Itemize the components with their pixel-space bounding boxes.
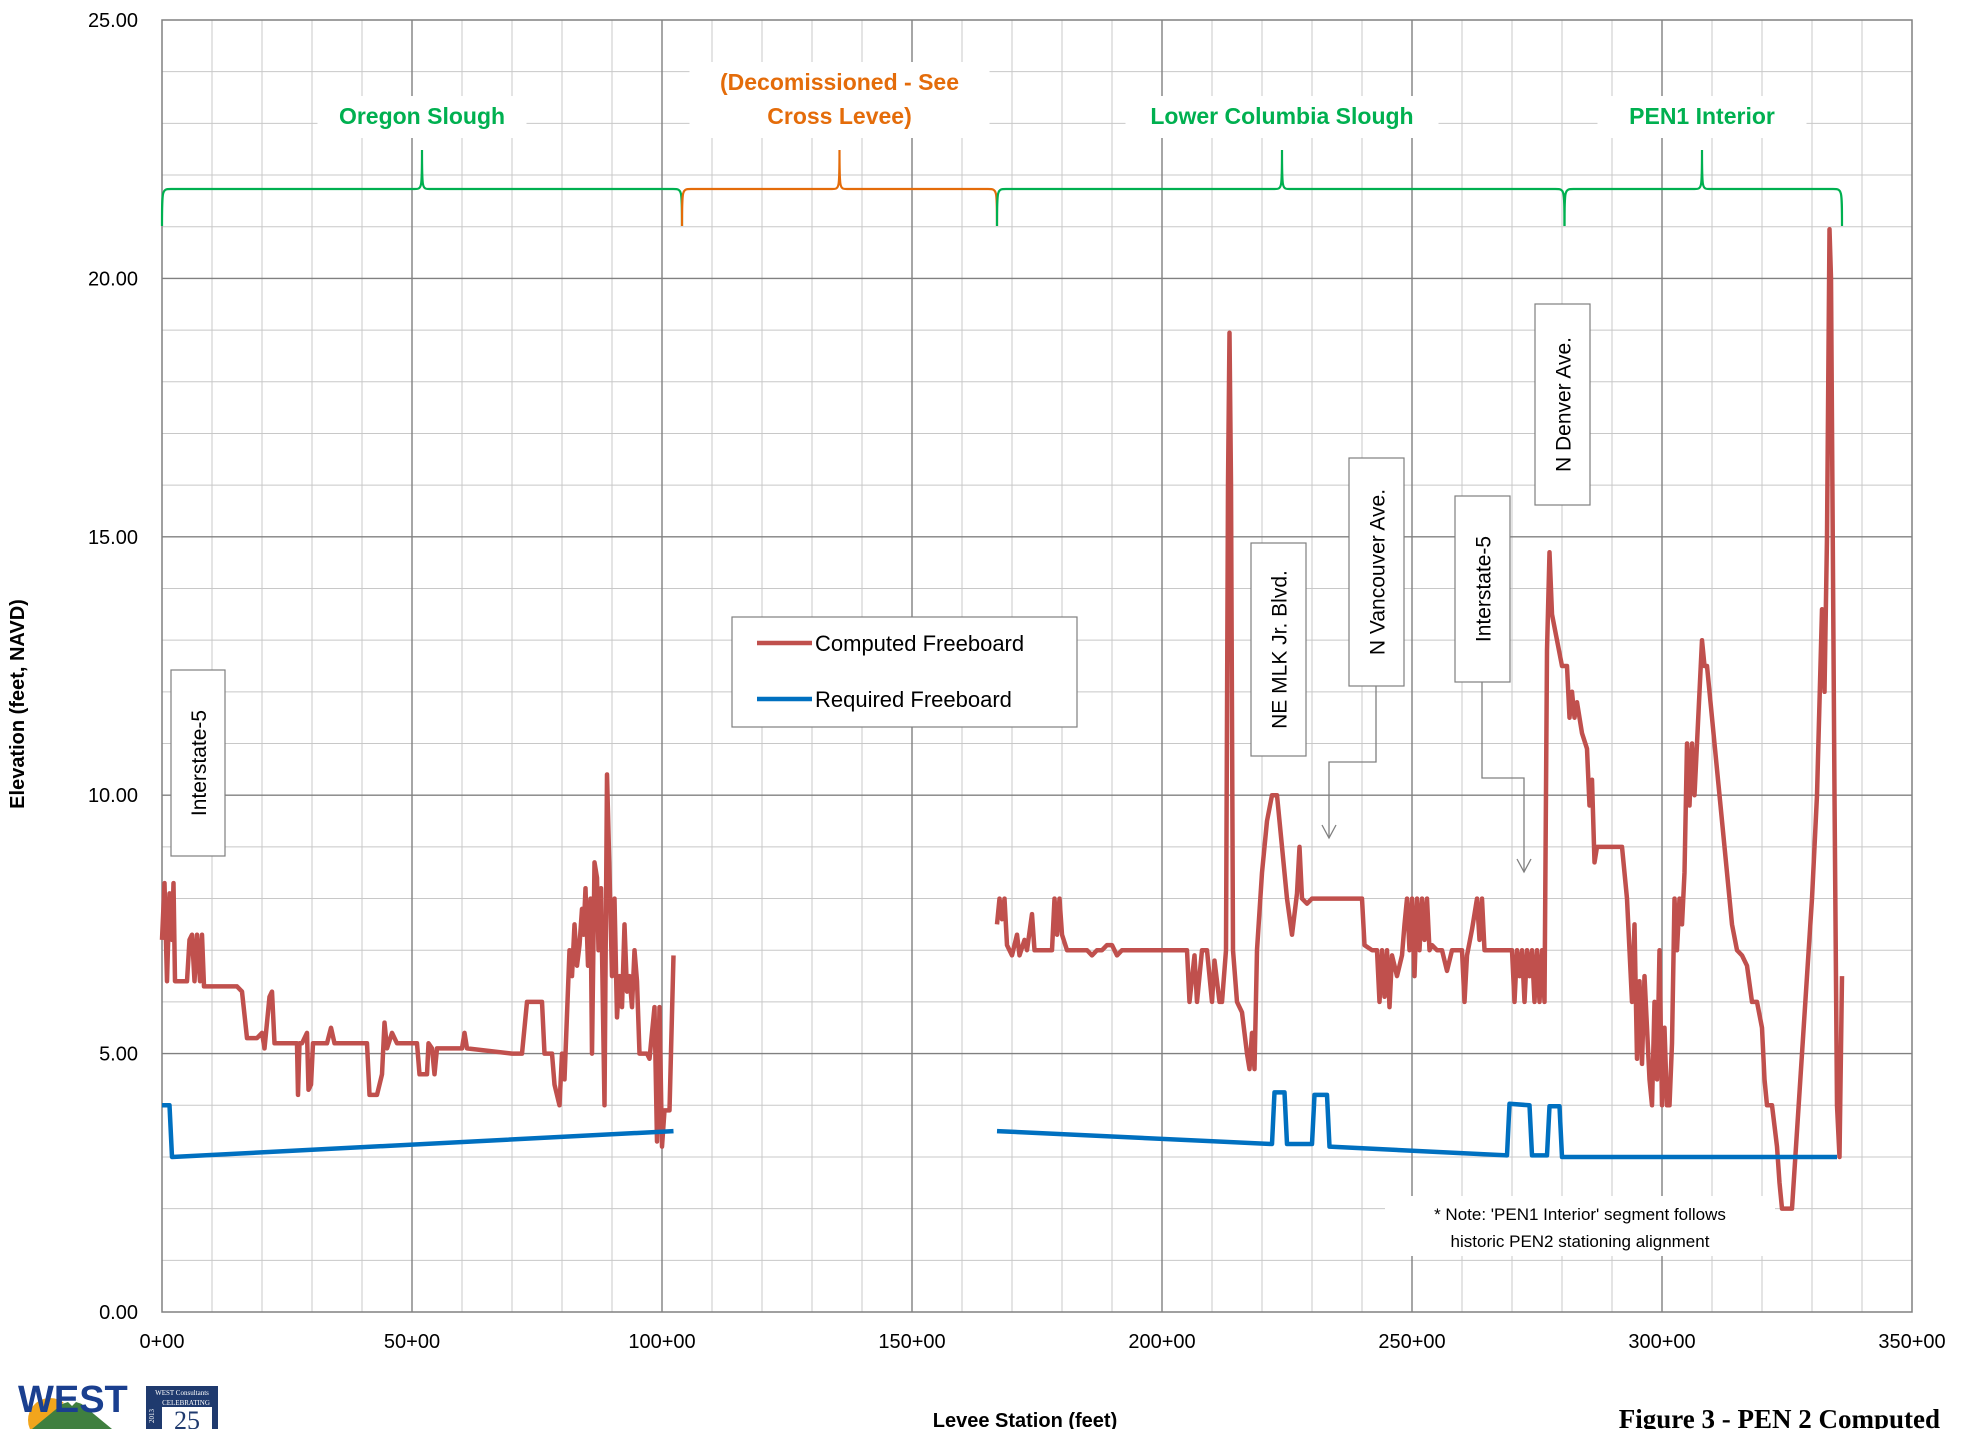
y-tick-label: 20.00 [88, 268, 138, 290]
logo-badge-panel [162, 1407, 212, 1429]
note-line-1: * Note: 'PEN1 Interior' segment follows [1434, 1205, 1726, 1224]
callout-label-vanc: N Vancouver Ave. [1367, 489, 1390, 655]
x-tick-label: 300+00 [1628, 1331, 1695, 1353]
segment-label-bg-oregon [317, 96, 527, 138]
callouts: Interstate-5 NE MLK Jr. Blvd. N Vancouver … [170, 303, 1591, 874]
logo-badge-celebrating: CELEBRATING [162, 1399, 210, 1407]
series-lines [159, 227, 1845, 1211]
callout-box-vanc [1348, 457, 1405, 687]
x-tick-label: 150+00 [878, 1331, 945, 1353]
callout-label-i5a: Interstate-5 [188, 710, 211, 816]
note-line-2: historic PEN2 stationing alignment [1451, 1232, 1710, 1251]
legend-box [731, 616, 1078, 728]
callout-box-i5a [170, 669, 226, 857]
segment-label-oregon: Oregon Slough [339, 103, 505, 129]
note: * Note: 'PEN1 Interior' segment follows … [1385, 1196, 1775, 1256]
y-tick-label: 25.00 [88, 10, 138, 32]
computed-freeboard-line-1 [994, 227, 1845, 1211]
logo-snowcap-icon [62, 1396, 82, 1406]
callout-arrowhead-vanc [1321, 824, 1337, 840]
callout-label-mlk: NE MLK Jr. Blvd. [1269, 570, 1292, 729]
segment-label-decom: Cross Levee) [767, 103, 911, 129]
callout-label-denver: N Denver Ave. [1553, 337, 1576, 472]
x-tick-label: 250+00 [1378, 1331, 1445, 1353]
segment-label-lower: Lower Columbia Slough [1150, 103, 1413, 129]
segment-braces [160, 149, 1844, 227]
segment-label-bg-decom [689, 62, 990, 138]
logo-mountain-icon [32, 1396, 112, 1429]
logo-badge-company: WEST Consultants [155, 1389, 209, 1397]
x-axis-label: Levee Station (feet) [933, 1410, 1117, 1429]
x-tick-label: 0+00 [139, 1331, 184, 1353]
x-tick-label: 50+00 [384, 1331, 440, 1353]
callout-box-i5b [1454, 495, 1511, 683]
legend-label-required: Required Freeboard [815, 687, 1012, 712]
logo: WEST WEST Consultants CELEBRATING 25 201… [18, 1379, 218, 1429]
y-axis-tick-labels: 0.00 5.00 10.00 15.00 20.00 25.00 [88, 10, 138, 1324]
callout-arrowhead-i5b [1516, 858, 1532, 874]
plot-area-border [161, 19, 1913, 1313]
x-tick-label: 100+00 [628, 1331, 695, 1353]
callout-leader-i5b [1481, 682, 1525, 872]
callout-box-mlk [1250, 542, 1307, 757]
segment-label-bg-lower [1125, 96, 1439, 138]
logo-badge-number: 25 [174, 1406, 200, 1429]
brace-oregon [160, 149, 684, 227]
y-tick-label: 0.00 [99, 1302, 138, 1324]
logo-wordmark: WEST [18, 1379, 128, 1421]
y-tick-label: 5.00 [99, 1044, 138, 1066]
callout-leader-vanc [1328, 686, 1377, 838]
x-tick-label: 200+00 [1128, 1331, 1195, 1353]
y-tick-label: 15.00 [88, 527, 138, 549]
segment-label-decom: (Decomissioned - See [720, 69, 959, 95]
computed-freeboard-line-0 [159, 772, 676, 1149]
segment-label-bg-pen1 [1597, 96, 1807, 138]
segment-labels: Oregon Slough (Decomissioned - See Cross L… [317, 62, 1807, 138]
y-tick-label: 10.00 [88, 785, 138, 807]
x-axis-tick-labels: 0+00 50+00 100+00 150+00 200+00 250+00 300+00 3… [139, 1331, 1945, 1353]
brace-decom [680, 149, 999, 227]
required-freeboard-line-1 [996, 1090, 1837, 1160]
required-freeboard-line-0 [162, 1103, 674, 1160]
x-tick-label: 350+00 [1878, 1331, 1945, 1353]
callout-box-denver [1534, 303, 1591, 506]
y-axis-label: Elevation (feet, NAVD) [7, 599, 29, 809]
callout-label-i5b: Interstate-5 [1473, 536, 1496, 642]
figure-title: Figure 3 - PEN 2 Computed [1619, 1404, 1940, 1429]
segment-label-pen1: PEN1 Interior [1629, 103, 1775, 129]
logo-badge-year: 2013 [148, 1409, 156, 1424]
brace-lower [995, 149, 1566, 227]
brace-pen1 [1563, 149, 1844, 227]
legend-label-computed: Computed Freeboard [815, 631, 1024, 656]
legend: Computed Freeboard Required Freeboard [731, 616, 1078, 728]
note-box [1385, 1196, 1775, 1256]
